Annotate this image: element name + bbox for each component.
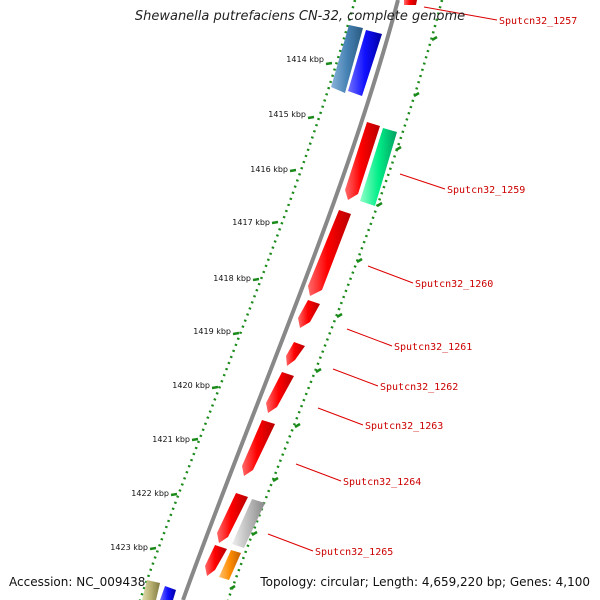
gene-label-1265[interactable]: Sputcn32_1265 xyxy=(315,547,393,558)
label-lines xyxy=(267,6,498,552)
gene-1262[interactable] xyxy=(286,342,305,366)
gene-steelblue[interactable] xyxy=(331,25,363,93)
gene-1264[interactable] xyxy=(242,420,275,476)
gene-red-2[interactable] xyxy=(217,493,248,543)
gene-red-3[interactable] xyxy=(205,545,227,576)
ruler-label-1421: 1421 kbp xyxy=(152,435,190,444)
gene-1261[interactable] xyxy=(298,300,320,328)
inner-ruler xyxy=(138,0,357,600)
gene-blue-2[interactable] xyxy=(160,586,176,600)
ruler-ticks xyxy=(149,61,333,551)
gene-1257[interactable] xyxy=(404,0,417,5)
outer-ruler-ticks xyxy=(229,35,438,591)
ruler-label-1416: 1416 kbp xyxy=(250,165,288,174)
gene-olive[interactable] xyxy=(142,580,160,600)
gene-label-1260[interactable]: Sputcn32_1260 xyxy=(415,279,493,290)
gene-1260[interactable] xyxy=(308,210,351,296)
ruler-label-1418: 1418 kbp xyxy=(213,274,251,283)
gene-labels: Sputcn32_1257 Sputcn32_1259 Sputcn32_126… xyxy=(315,16,577,558)
gene-label-1263[interactable]: Sputcn32_1263 xyxy=(365,421,443,432)
gene-label-1264[interactable]: Sputcn32_1264 xyxy=(343,477,421,488)
ruler-label-1420: 1420 kbp xyxy=(172,381,210,390)
gene-1263[interactable] xyxy=(266,372,294,413)
ruler-label-1422: 1422 kbp xyxy=(131,489,169,498)
ruler-label-1419: 1419 kbp xyxy=(193,327,231,336)
gene-orange[interactable] xyxy=(219,550,241,580)
ruler-label-1414: 1414 kbp xyxy=(286,55,324,64)
outer-ruler xyxy=(226,0,444,600)
genome-summary-text: Topology: circular; Length: 4,659,220 bp… xyxy=(260,575,590,589)
gene-1265[interactable] xyxy=(232,499,265,548)
gene-blue[interactable] xyxy=(348,30,382,96)
gene-label-1257[interactable]: Sputcn32_1257 xyxy=(499,16,577,27)
ruler-label-1423: 1423 kbp xyxy=(110,543,148,552)
gene-features xyxy=(142,0,417,600)
gene-label-1262[interactable]: Sputcn32_1262 xyxy=(380,382,458,393)
gene-1259[interactable] xyxy=(360,128,397,206)
map-title: Shewanella putrefaciens CN-32, complete … xyxy=(134,9,466,24)
ruler-label-1415: 1415 kbp xyxy=(268,110,306,119)
gene-red-1[interactable] xyxy=(345,122,380,200)
accession-text: Accession: NC_009438 xyxy=(9,575,146,589)
gene-label-1261[interactable]: Sputcn32_1261 xyxy=(394,342,472,353)
genome-backbone xyxy=(181,0,400,600)
ruler-labels: 1414 kbp 1415 kbp 1416 kbp 1417 kbp 1418… xyxy=(110,55,324,552)
gene-label-1259[interactable]: Sputcn32_1259 xyxy=(447,185,525,196)
ruler-label-1417: 1417 kbp xyxy=(232,218,270,227)
